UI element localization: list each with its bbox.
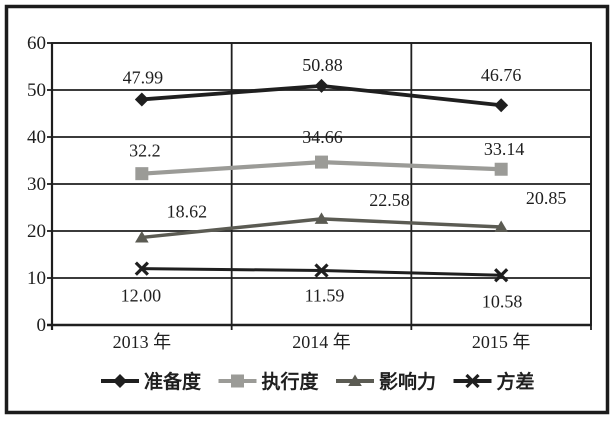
series-marker-执行度 xyxy=(315,155,328,169)
legend-label-执行度: 执行度 xyxy=(262,370,320,393)
series-marker-方差 xyxy=(134,261,149,276)
data-label-准备度: 47.99 xyxy=(123,67,164,87)
y-axis-label: 50 xyxy=(27,80,46,101)
x-axis-label: 2014 年 xyxy=(292,332,351,352)
y-axis-label: 40 xyxy=(27,127,46,148)
series-marker-影响力 xyxy=(314,212,329,224)
y-axis-label: 20 xyxy=(27,221,46,242)
data-label-执行度: 32.2 xyxy=(129,141,161,161)
series-marker-准备度 xyxy=(134,92,149,107)
series-marker-方差 xyxy=(314,263,329,278)
y-axis-label: 30 xyxy=(27,174,46,195)
y-axis-label: 60 xyxy=(27,33,46,54)
series-marker-影响力 xyxy=(135,230,149,243)
legend-marker-影响力 xyxy=(348,374,362,386)
y-axis-label: 10 xyxy=(27,268,46,289)
legend-marker-准备度 xyxy=(113,374,127,388)
data-label-方差: 11.59 xyxy=(305,286,345,306)
x-axis-label: 2013 年 xyxy=(113,332,172,352)
legend-marker-方差 xyxy=(465,373,480,389)
series-marker-影响力 xyxy=(494,220,508,233)
data-label-准备度: 50.88 xyxy=(302,55,343,75)
legend-label-影响力: 影响力 xyxy=(379,370,436,393)
legend-label-方差: 方差 xyxy=(497,370,535,393)
series-marker-准备度 xyxy=(314,78,329,93)
data-label-方差: 12.00 xyxy=(121,286,162,306)
y-axis-label: 0 xyxy=(37,315,47,336)
data-label-执行度: 34.66 xyxy=(302,127,343,147)
series-marker-准备度 xyxy=(494,98,509,113)
data-label-影响力: 18.62 xyxy=(167,201,208,221)
series-marker-执行度 xyxy=(135,167,149,181)
data-label-影响力: 22.58 xyxy=(369,190,410,210)
legend-marker-执行度 xyxy=(231,374,244,388)
data-label-方差: 10.58 xyxy=(482,291,523,311)
data-label-准备度: 46.76 xyxy=(481,65,522,85)
series-marker-方差 xyxy=(494,268,509,283)
series-marker-执行度 xyxy=(494,162,508,176)
data-label-影响力: 20.85 xyxy=(526,188,567,208)
data-label-执行度: 33.14 xyxy=(484,139,525,159)
x-axis-label: 2015 年 xyxy=(472,332,531,352)
legend-label-准备度: 准备度 xyxy=(144,370,202,393)
outer-frame xyxy=(4,4,610,415)
